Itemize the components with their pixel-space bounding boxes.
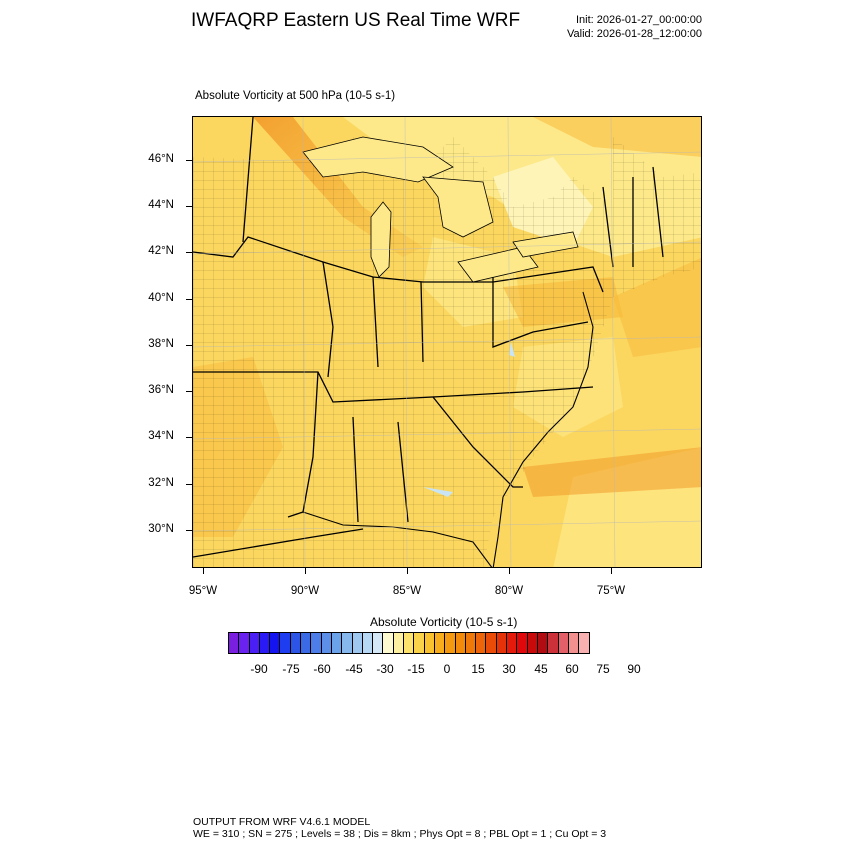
lat-label-44n: 44°N — [148, 199, 174, 211]
lon-label-85w: 85°W — [392, 585, 422, 597]
colorbar-swatch — [259, 633, 271, 653]
colorbar-swatch — [568, 633, 580, 653]
colorbar-swatch — [496, 633, 508, 653]
colorbar-swatch — [465, 633, 477, 653]
lat-label-34n: 34°N — [148, 430, 174, 442]
lon-tick — [203, 568, 204, 574]
colorbar-swatch — [445, 633, 456, 653]
colorbar-swatch — [239, 633, 250, 653]
colorbar-swatch — [434, 633, 446, 653]
colorbar-swatch — [383, 633, 394, 653]
colorbar-swatch — [404, 633, 415, 653]
colorbar-label: 45 — [534, 662, 548, 676]
colorbar-swatch — [301, 633, 312, 653]
valid-time: Valid: 2026-01-28_12:00:00 — [567, 28, 702, 40]
colorbar-swatch — [507, 633, 518, 653]
colorbar-swatch — [249, 633, 260, 653]
lon-tick — [611, 568, 612, 574]
colorbar-swatch — [537, 633, 549, 653]
colorbar-swatch — [548, 633, 559, 653]
colorbar-label: -45 — [345, 662, 363, 676]
colorbar-label: -60 — [313, 662, 331, 676]
colorbar-swatch — [455, 633, 466, 653]
lat-tick — [186, 206, 192, 207]
page-title: IWFAQRP Eastern US Real Time WRF — [191, 10, 521, 31]
vorticity-map — [192, 116, 702, 568]
colorbar-swatch — [476, 633, 487, 653]
lat-tick — [186, 345, 192, 346]
lon-label-95w: 95°W — [188, 585, 218, 597]
colorbar-swatch — [373, 633, 384, 653]
lon-tick — [407, 568, 408, 574]
colorbar-swatch — [393, 633, 405, 653]
colorbar-swatch — [270, 633, 281, 653]
colorbar-label: 0 — [443, 662, 451, 676]
lat-tick — [186, 252, 192, 253]
lat-label-46n: 46°N — [148, 153, 174, 165]
colorbar-swatch — [362, 633, 374, 653]
lat-label-40n: 40°N — [148, 292, 174, 304]
colorbar-swatch — [486, 633, 497, 653]
colorbar-swatch — [229, 633, 240, 653]
colorbar-swatch — [517, 633, 528, 653]
field-title: Absolute Vorticity at 500 hPa (10-5 s-1) — [195, 90, 396, 102]
colorbar-swatch — [424, 633, 435, 653]
lon-tick — [305, 568, 306, 574]
colorbar-label: 30 — [502, 662, 516, 676]
map-image — [193, 117, 701, 567]
lon-label-80w: 80°W — [494, 585, 524, 597]
colorbar-swatch — [280, 633, 291, 653]
lon-label-90w: 90°W — [290, 585, 320, 597]
colorbar-title: Absolute Vorticity (10-5 s-1) — [370, 615, 518, 629]
colorbar-swatch — [331, 633, 343, 653]
colorbar-swatch — [352, 633, 363, 653]
colorbar-label: -75 — [282, 662, 300, 676]
lat-tick — [186, 391, 192, 392]
colorbar-label: 75 — [596, 662, 610, 676]
lat-label-30n: 30°N — [148, 523, 174, 535]
lat-tick — [186, 299, 192, 300]
model-info-line2: WE = 310 ; SN = 275 ; Levels = 38 ; Dis … — [193, 828, 607, 840]
colorbar — [228, 632, 591, 654]
colorbar-swatch — [558, 633, 569, 653]
lon-tick — [509, 568, 510, 574]
lat-tick — [186, 530, 192, 531]
model-info-line1: OUTPUT FROM WRF V4.6.1 MODEL — [193, 816, 371, 828]
colorbar-swatch — [311, 633, 322, 653]
lat-label-36n: 36°N — [148, 384, 174, 396]
colorbar-swatch — [290, 633, 302, 653]
colorbar-swatch — [321, 633, 332, 653]
lat-tick — [186, 437, 192, 438]
colorbar-label: 15 — [471, 662, 485, 676]
colorbar-label: 60 — [565, 662, 579, 676]
colorbar-label: -30 — [376, 662, 394, 676]
init-time: Init: 2026-01-27_00:00:00 — [576, 14, 702, 26]
lat-label-42n: 42°N — [148, 245, 174, 257]
lat-label-32n: 32°N — [148, 477, 174, 489]
colorbar-label: -90 — [250, 662, 268, 676]
lat-label-38n: 38°N — [148, 338, 174, 350]
colorbar-swatch — [527, 633, 538, 653]
colorbar-swatch — [579, 633, 590, 653]
colorbar-swatch — [342, 633, 353, 653]
colorbar-label: 90 — [627, 662, 641, 676]
colorbar-swatch — [414, 633, 425, 653]
colorbar-label: -15 — [407, 662, 425, 676]
lat-tick — [186, 484, 192, 485]
lat-tick — [186, 160, 192, 161]
lon-label-75w: 75°W — [596, 585, 626, 597]
